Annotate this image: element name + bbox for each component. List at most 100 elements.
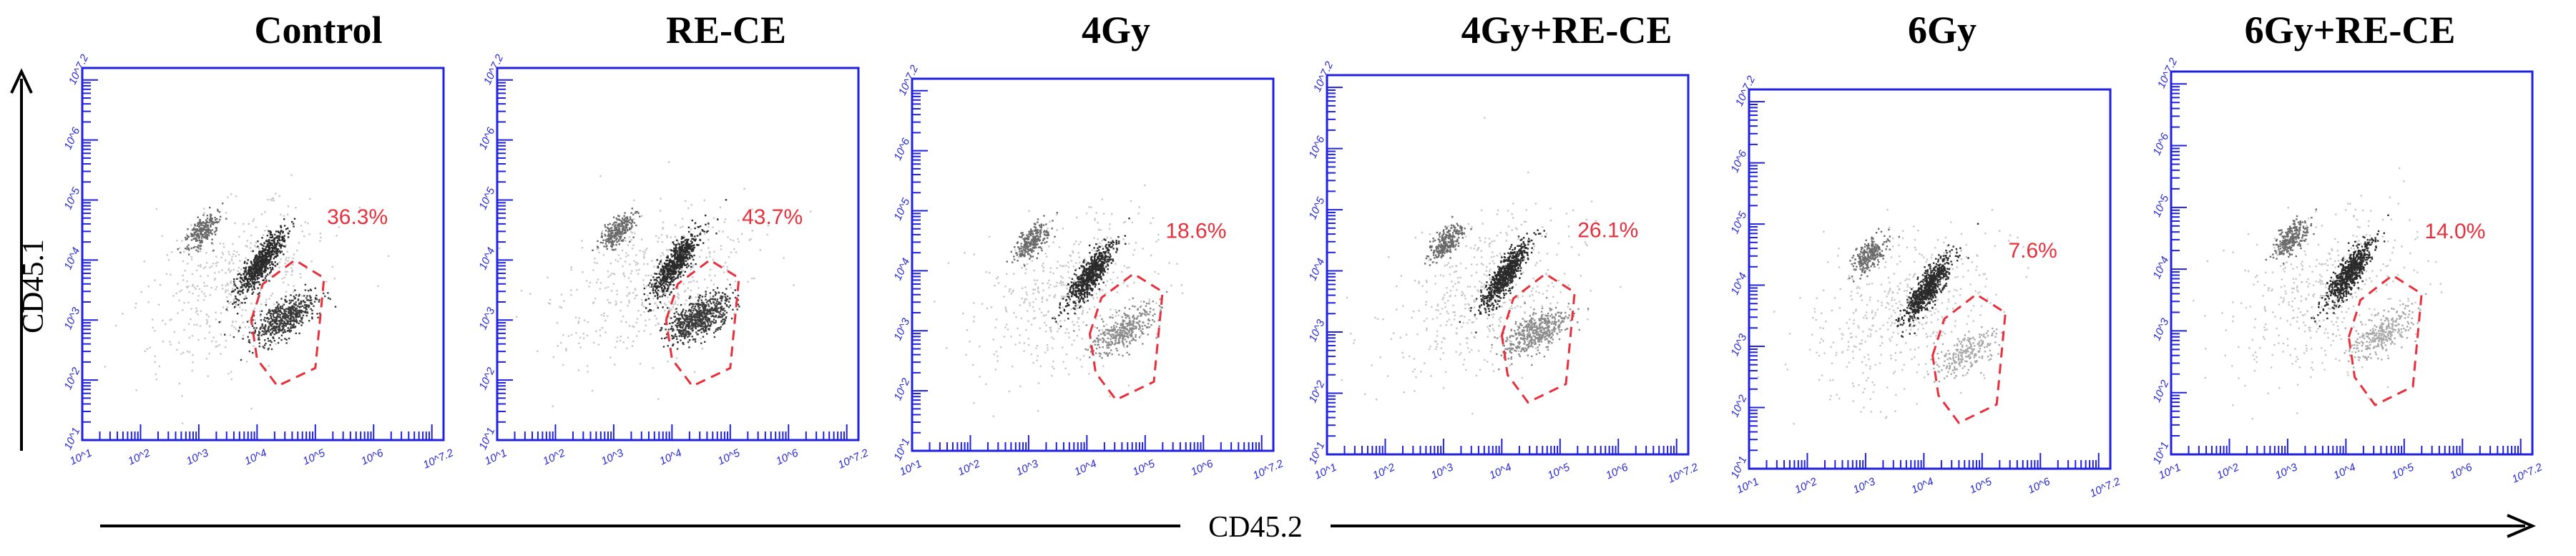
- panel-title: 4Gy: [1082, 9, 1150, 52]
- y-tick-label: 10^6: [2150, 131, 2171, 157]
- y-tick-label: 10^5: [1728, 209, 1749, 235]
- y-tick-label: 10^2: [891, 376, 912, 403]
- y-tick-label: 10^4: [476, 245, 497, 271]
- x-tick-label: 10^4: [1909, 475, 1935, 496]
- y-tick-label: 10^5: [1306, 195, 1327, 221]
- x-tick-label: 10^5: [716, 447, 743, 467]
- y-tick-label: 10^1: [1306, 440, 1327, 466]
- x-tick-label: 10^5: [1546, 461, 1572, 482]
- gate-percent: 7.6%: [2008, 239, 2057, 263]
- x-tick-label: 10^7.2: [2088, 475, 2122, 500]
- y-tick-label: 10^2: [476, 366, 497, 392]
- panel-4: 4Gy+RE-CE10^110^110^210^210^310^310^410^…: [1306, 9, 1700, 486]
- x-axis-title: CD45.2: [1208, 511, 1303, 544]
- gate-polygon: [665, 258, 740, 388]
- plot-frame: [2170, 70, 2534, 456]
- x-tick-label: 10^2: [1371, 461, 1397, 482]
- x-tick-label: 10^7.2: [421, 447, 456, 472]
- y-tick-label: 10^7.2: [481, 52, 506, 87]
- x-tick-label: 10^4: [1072, 457, 1098, 478]
- x-tick-label: 10^7.2: [2510, 461, 2545, 486]
- y-tick-label: 10^6: [62, 125, 82, 152]
- y-tick-label: 10^6: [1306, 134, 1327, 160]
- panel-1: Control10^110^110^210^210^310^310^410^41…: [62, 9, 456, 472]
- y-tick-label: 10^6: [891, 136, 912, 162]
- x-tick-label: 10^2: [1793, 475, 1819, 496]
- y-tick-label: 10^5: [2150, 192, 2171, 219]
- y-tick-label: 10^2: [62, 366, 82, 392]
- x-tick-label: 10^6: [359, 447, 386, 467]
- x-tick-label: 10^7.2: [836, 447, 871, 472]
- gate-polygon: [250, 258, 325, 388]
- y-tick-label: 10^5: [891, 196, 912, 223]
- event-cloud: [934, 184, 1184, 417]
- panel-title: RE-CE: [666, 9, 786, 52]
- gate-percent: 14.0%: [2424, 220, 2485, 243]
- x-tick-label: 10^3: [1429, 461, 1456, 482]
- y-tick-label: 10^7.2: [2155, 56, 2180, 90]
- x-tick-label: 10^7.2: [1666, 461, 1700, 486]
- y-tick-label: 10^2: [2150, 378, 2171, 404]
- y-tick-label: 10^7.2: [1733, 74, 1758, 108]
- y-tick-label: 10^6: [476, 125, 497, 152]
- x-tick-label: 10^7.2: [1251, 457, 1285, 482]
- y-tick-label: 10^4: [891, 256, 912, 282]
- event-cloud: [104, 174, 390, 424]
- x-tick-label: 10^2: [2215, 461, 2241, 482]
- x-tick-label: 10^2: [541, 447, 567, 467]
- x-tick-label: 10^4: [657, 447, 683, 467]
- x-tick-label: 10^6: [2026, 475, 2052, 496]
- x-tick-label: 10^3: [1851, 475, 1878, 496]
- y-tick-label: 10^3: [2150, 316, 2171, 343]
- panel-title: 6Gy: [1908, 9, 1977, 52]
- y-tick-label: 10^7.2: [67, 52, 92, 87]
- x-tick-label: 10^6: [1604, 461, 1630, 482]
- x-axis-arrow: [100, 514, 2537, 538]
- y-tick-label: 10^1: [2150, 440, 2171, 466]
- panels: Control 10^1 10^1 10^2 10^2 10^3 10^3 10^4 10^4 1…: [62, 9, 2545, 500]
- x-tick-label: 10^4: [243, 447, 268, 467]
- y-tick-label: 10^4: [1306, 257, 1327, 283]
- y-tick-label: 10^4: [62, 245, 82, 271]
- y-tick-label: 10^6: [1728, 148, 1749, 175]
- x-tick-label: 10^2: [956, 457, 982, 478]
- gate-polygon: [1088, 272, 1164, 401]
- x-tick-label: 10^6: [774, 447, 800, 467]
- y-tick-label: 10^2: [1728, 393, 1749, 419]
- gate-percent: 26.1%: [1577, 219, 1638, 243]
- y-tick-label: 10^3: [1728, 331, 1749, 358]
- y-tick-label: 10^7.2: [1311, 59, 1336, 94]
- event-cloud: [2193, 167, 2443, 420]
- y-tick-label: 10^3: [1306, 317, 1327, 343]
- x-tick-label: 10^3: [1014, 457, 1041, 478]
- panel-6: 6Gy+RE-CE10^110^110^210^210^310^310^410^…: [2150, 9, 2545, 486]
- panel-5: 6Gy10^110^110^210^210^310^310^410^410^51…: [1728, 9, 2122, 500]
- y-tick-label: 10^3: [476, 306, 497, 332]
- x-tick-label: 10^5: [1968, 475, 1994, 496]
- panel-title: 4Gy+RE-CE: [1461, 9, 1673, 52]
- plot-frame: [81, 67, 445, 442]
- y-tick-label: 10^2: [1306, 379, 1327, 405]
- plot-frame: [496, 67, 860, 442]
- x-tick-label: 10^5: [2390, 461, 2416, 482]
- event-cloud: [1341, 117, 1622, 415]
- x-tick-label: 10^3: [185, 447, 211, 467]
- y-tick-label: 10^3: [62, 306, 82, 332]
- y-tick-label: 10^4: [1728, 271, 1749, 297]
- y-tick-label: 10^1: [891, 436, 912, 462]
- event-cloud: [1757, 209, 2029, 425]
- panel-2: RE-CE10^110^110^210^210^310^310^410^410^…: [476, 9, 871, 472]
- panel-3: 4Gy10^110^110^210^210^310^310^410^410^51…: [891, 9, 1285, 482]
- x-tick-label: 10^5: [1131, 457, 1157, 478]
- x-tick-label: 10^6: [1189, 457, 1215, 478]
- y-tick-label: 10^3: [891, 316, 912, 343]
- x-tick-label: 10^2: [126, 447, 152, 467]
- plot-frame: [1748, 88, 2112, 470]
- x-tick-label: 10^3: [599, 447, 626, 467]
- y-tick-label: 10^1: [62, 426, 82, 452]
- y-tick-label: 10^5: [62, 185, 82, 212]
- x-tick-label: 10^6: [2448, 461, 2474, 482]
- x-tick-label: 10^5: [301, 447, 328, 467]
- panel-title: Control: [254, 9, 382, 52]
